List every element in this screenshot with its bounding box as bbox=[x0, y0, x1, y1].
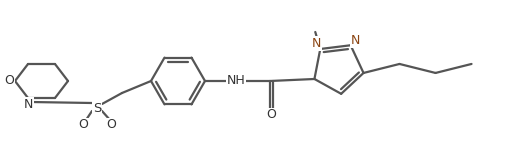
Text: O: O bbox=[78, 118, 88, 132]
Text: N: N bbox=[23, 98, 33, 111]
Text: O: O bbox=[266, 109, 276, 121]
Text: N: N bbox=[351, 34, 360, 47]
Text: N: N bbox=[311, 37, 321, 50]
Text: S: S bbox=[93, 101, 101, 115]
Text: O: O bbox=[106, 118, 116, 132]
Text: O: O bbox=[4, 75, 14, 87]
Text: NH: NH bbox=[227, 75, 245, 87]
